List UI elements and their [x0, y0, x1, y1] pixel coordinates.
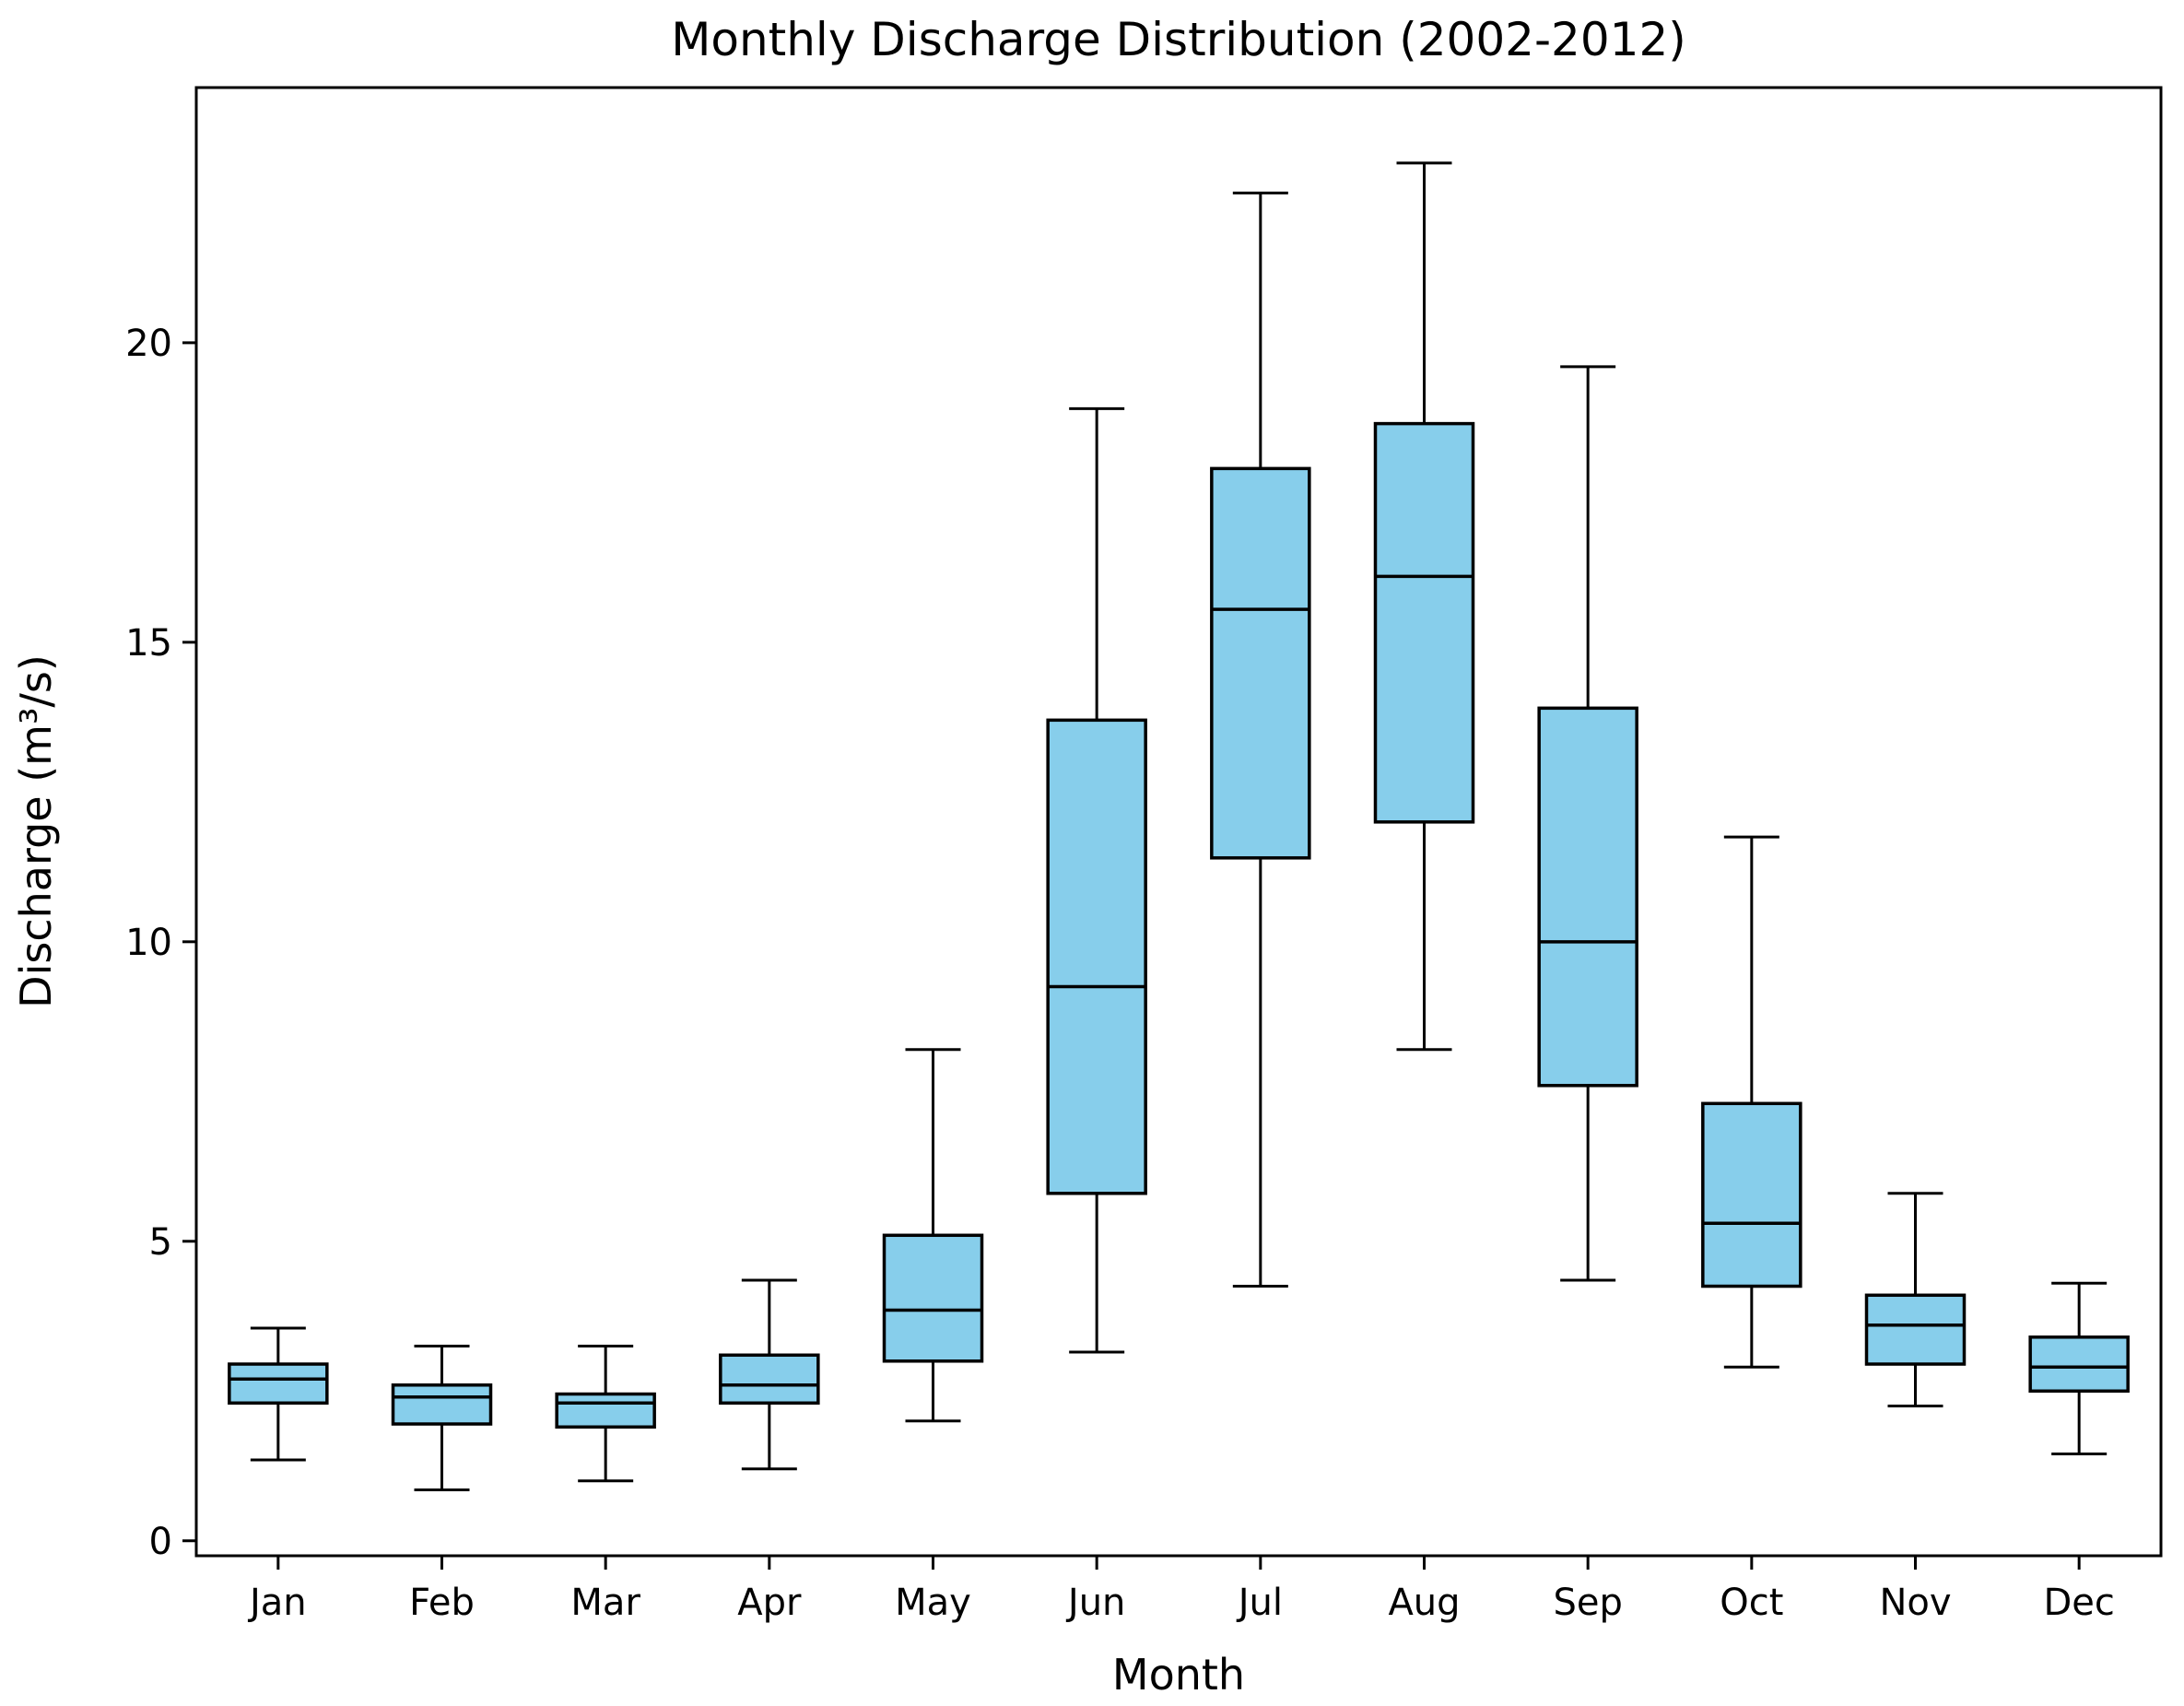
y-tick-label: 5 [149, 1221, 172, 1264]
x-tick-label-apr: Apr [737, 1582, 802, 1624]
box-dec [2028, 1335, 2130, 1394]
x-tick-label-jan: Jan [247, 1582, 307, 1624]
x-tick-label-mar: Mar [570, 1582, 640, 1624]
x-tick-label-sep: Sep [1553, 1582, 1622, 1624]
box-jul [1210, 466, 1311, 860]
x-tick-label-dec: Dec [2043, 1582, 2114, 1624]
chart-title: Monthly Discharge Distribution (2002-201… [671, 13, 1686, 66]
box-may [882, 1233, 984, 1363]
x-tick-label-nov: Nov [1879, 1582, 1951, 1624]
y-tick-label: 15 [125, 622, 172, 665]
y-axis-title: Discharge (m³/s) [11, 654, 61, 1008]
y-tick-label: 0 [149, 1521, 172, 1563]
x-tick-label-may: May [895, 1582, 971, 1624]
box-feb [391, 1383, 493, 1426]
y-tick-label: 20 [125, 323, 172, 365]
box-apr [719, 1353, 820, 1406]
box-jun [1046, 718, 1147, 1195]
x-tick-label-jun: Jun [1065, 1582, 1126, 1624]
box-aug [1373, 421, 1475, 824]
axes-frame [194, 86, 2163, 1558]
x-tick-label-oct: Oct [1720, 1582, 1783, 1624]
x-tick-label-feb: Feb [409, 1582, 475, 1624]
box-nov [1864, 1293, 1967, 1366]
x-axis-title: Month [1111, 1650, 1246, 1700]
box-sep [1537, 706, 1638, 1088]
box-jan [228, 1362, 329, 1406]
x-tick-label-aug: Aug [1388, 1582, 1460, 1624]
box-oct [1701, 1101, 1802, 1288]
box-mar [555, 1392, 656, 1430]
y-tick-label: 10 [125, 922, 172, 964]
x-tick-label-jul: Jul [1236, 1582, 1283, 1624]
